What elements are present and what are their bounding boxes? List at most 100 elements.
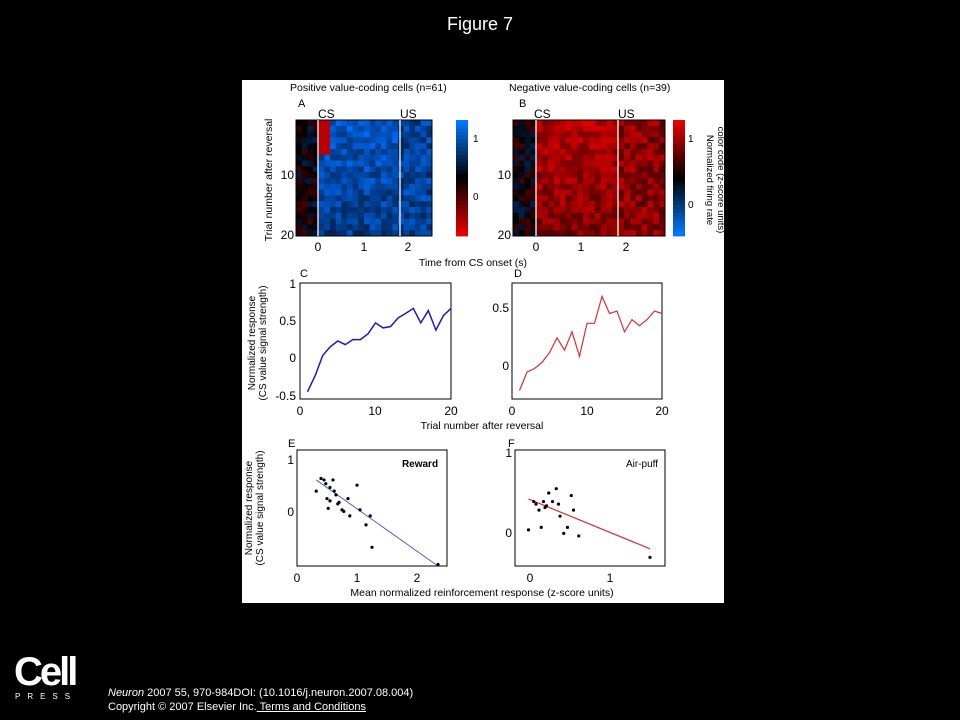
heatmap-cell	[635, 154, 643, 161]
heatmap-cell	[296, 172, 303, 179]
xtick-d-0: 0	[509, 404, 516, 418]
data-point	[322, 478, 326, 482]
heatmap-cell	[386, 143, 393, 150]
heatmap-cell	[524, 207, 531, 214]
xtick-d-20: 20	[655, 404, 669, 418]
heatmap-cell	[536, 125, 543, 132]
axes-d	[511, 282, 663, 400]
heatmap-cell	[559, 120, 567, 127]
heatmap-cell	[542, 172, 549, 179]
heatmap-cell	[589, 195, 596, 202]
heatmap-cell	[307, 201, 314, 208]
heatmap-cell	[583, 178, 590, 185]
heatmap-cell	[653, 149, 660, 156]
heatmap-cell	[559, 195, 567, 202]
heatmap-cell	[386, 154, 393, 161]
colorbar-step	[456, 131, 468, 136]
heatmap-cell	[341, 149, 348, 156]
heatmap-cell	[565, 120, 572, 127]
heatmap-cell	[641, 149, 648, 156]
xlabel-cd: Trial number after reversal	[421, 420, 544, 432]
xlabel-ab: Time from CS onset (s)	[419, 257, 527, 269]
heatmap-cell	[375, 189, 382, 196]
heatmap-cell	[415, 230, 422, 237]
data-point	[334, 493, 338, 497]
heatmap-cell	[659, 149, 666, 156]
heatmap-cell	[553, 160, 561, 167]
heatmap-cell	[330, 207, 337, 214]
heatmap-cell	[524, 183, 531, 190]
heatmap-cell	[565, 149, 572, 156]
heatmap-cell	[559, 131, 567, 138]
heatmap-cell	[335, 178, 342, 185]
data-point	[569, 493, 573, 498]
heatmap-cell	[536, 207, 543, 214]
heatmap-cell	[341, 230, 348, 237]
heatmap-cell	[301, 201, 308, 208]
heatmap-cell	[571, 172, 578, 179]
heatmap-cell	[324, 218, 331, 225]
terms-link[interactable]: Terms and Conditions	[256, 701, 366, 713]
colorbar-step	[673, 174, 685, 179]
heatmap-cell	[600, 201, 607, 208]
heatmap-cell	[335, 183, 342, 190]
heatmap-cell	[606, 218, 613, 225]
heatmap-a	[296, 120, 433, 237]
heatmap-cell	[536, 172, 543, 179]
axes-e	[296, 449, 448, 567]
heatmap-cell	[341, 218, 348, 225]
heatmap-cell	[606, 166, 613, 173]
heatmap-cell	[565, 212, 572, 219]
heatmap-cell	[364, 224, 371, 231]
ytick-d-0: 0	[502, 359, 509, 373]
heatmap-cell	[641, 218, 648, 225]
heatmap-cell	[398, 201, 405, 208]
heatmap-cell	[352, 125, 359, 132]
heatmap-cell	[548, 224, 555, 231]
heatmap-cell	[606, 154, 613, 161]
ytick-f-0: 0	[505, 526, 512, 540]
heatmap-cell	[530, 218, 537, 225]
colorbar-step	[456, 181, 468, 187]
heatmap-cell	[341, 125, 348, 132]
heatmap-cell	[624, 131, 631, 138]
heatmap-cell	[635, 137, 643, 144]
heatmap-cell	[629, 212, 637, 219]
heatmap-cell	[369, 212, 376, 219]
heatmap-cell	[420, 218, 427, 225]
heatmap-cell	[571, 154, 578, 161]
heatmap-cell	[530, 160, 537, 167]
heatmap-cell	[296, 195, 303, 202]
heatmap-cell	[313, 183, 320, 190]
heatmap-cell	[335, 154, 342, 161]
heatmap-cell	[641, 189, 648, 196]
heatmap-cell	[571, 183, 578, 190]
heatmap-cell	[307, 218, 314, 225]
heatmap-cell	[386, 207, 393, 214]
heatmap-cell	[583, 189, 590, 196]
heatmap-cell	[369, 154, 376, 161]
heatmap-cell	[583, 195, 590, 202]
heatmap-cell	[577, 224, 584, 231]
heatmap-cell	[352, 195, 359, 202]
heatmap-cell	[330, 166, 337, 173]
heatmap-cell	[635, 120, 643, 127]
xtick-d-10: 10	[580, 404, 594, 418]
heatmap-cell	[612, 183, 619, 190]
heatmap-cell	[513, 189, 520, 196]
heatmap-cell	[403, 143, 410, 150]
heatmap-cell	[381, 137, 388, 144]
heatmap-cell	[635, 160, 643, 167]
heatmap-cell	[659, 178, 666, 185]
heatmap-cell	[318, 166, 325, 173]
heatmap-cell	[324, 189, 331, 196]
heatmap-cell	[659, 120, 666, 127]
heatmap-cell	[364, 137, 371, 144]
heatmap-cell	[653, 224, 660, 231]
heatmap-cell	[618, 137, 625, 144]
heatmap-cell	[307, 183, 314, 190]
heatmap-cell	[600, 172, 607, 179]
colorbar-step	[456, 162, 468, 167]
heatmap-cell	[618, 212, 625, 219]
heatmap-cell	[624, 207, 631, 214]
